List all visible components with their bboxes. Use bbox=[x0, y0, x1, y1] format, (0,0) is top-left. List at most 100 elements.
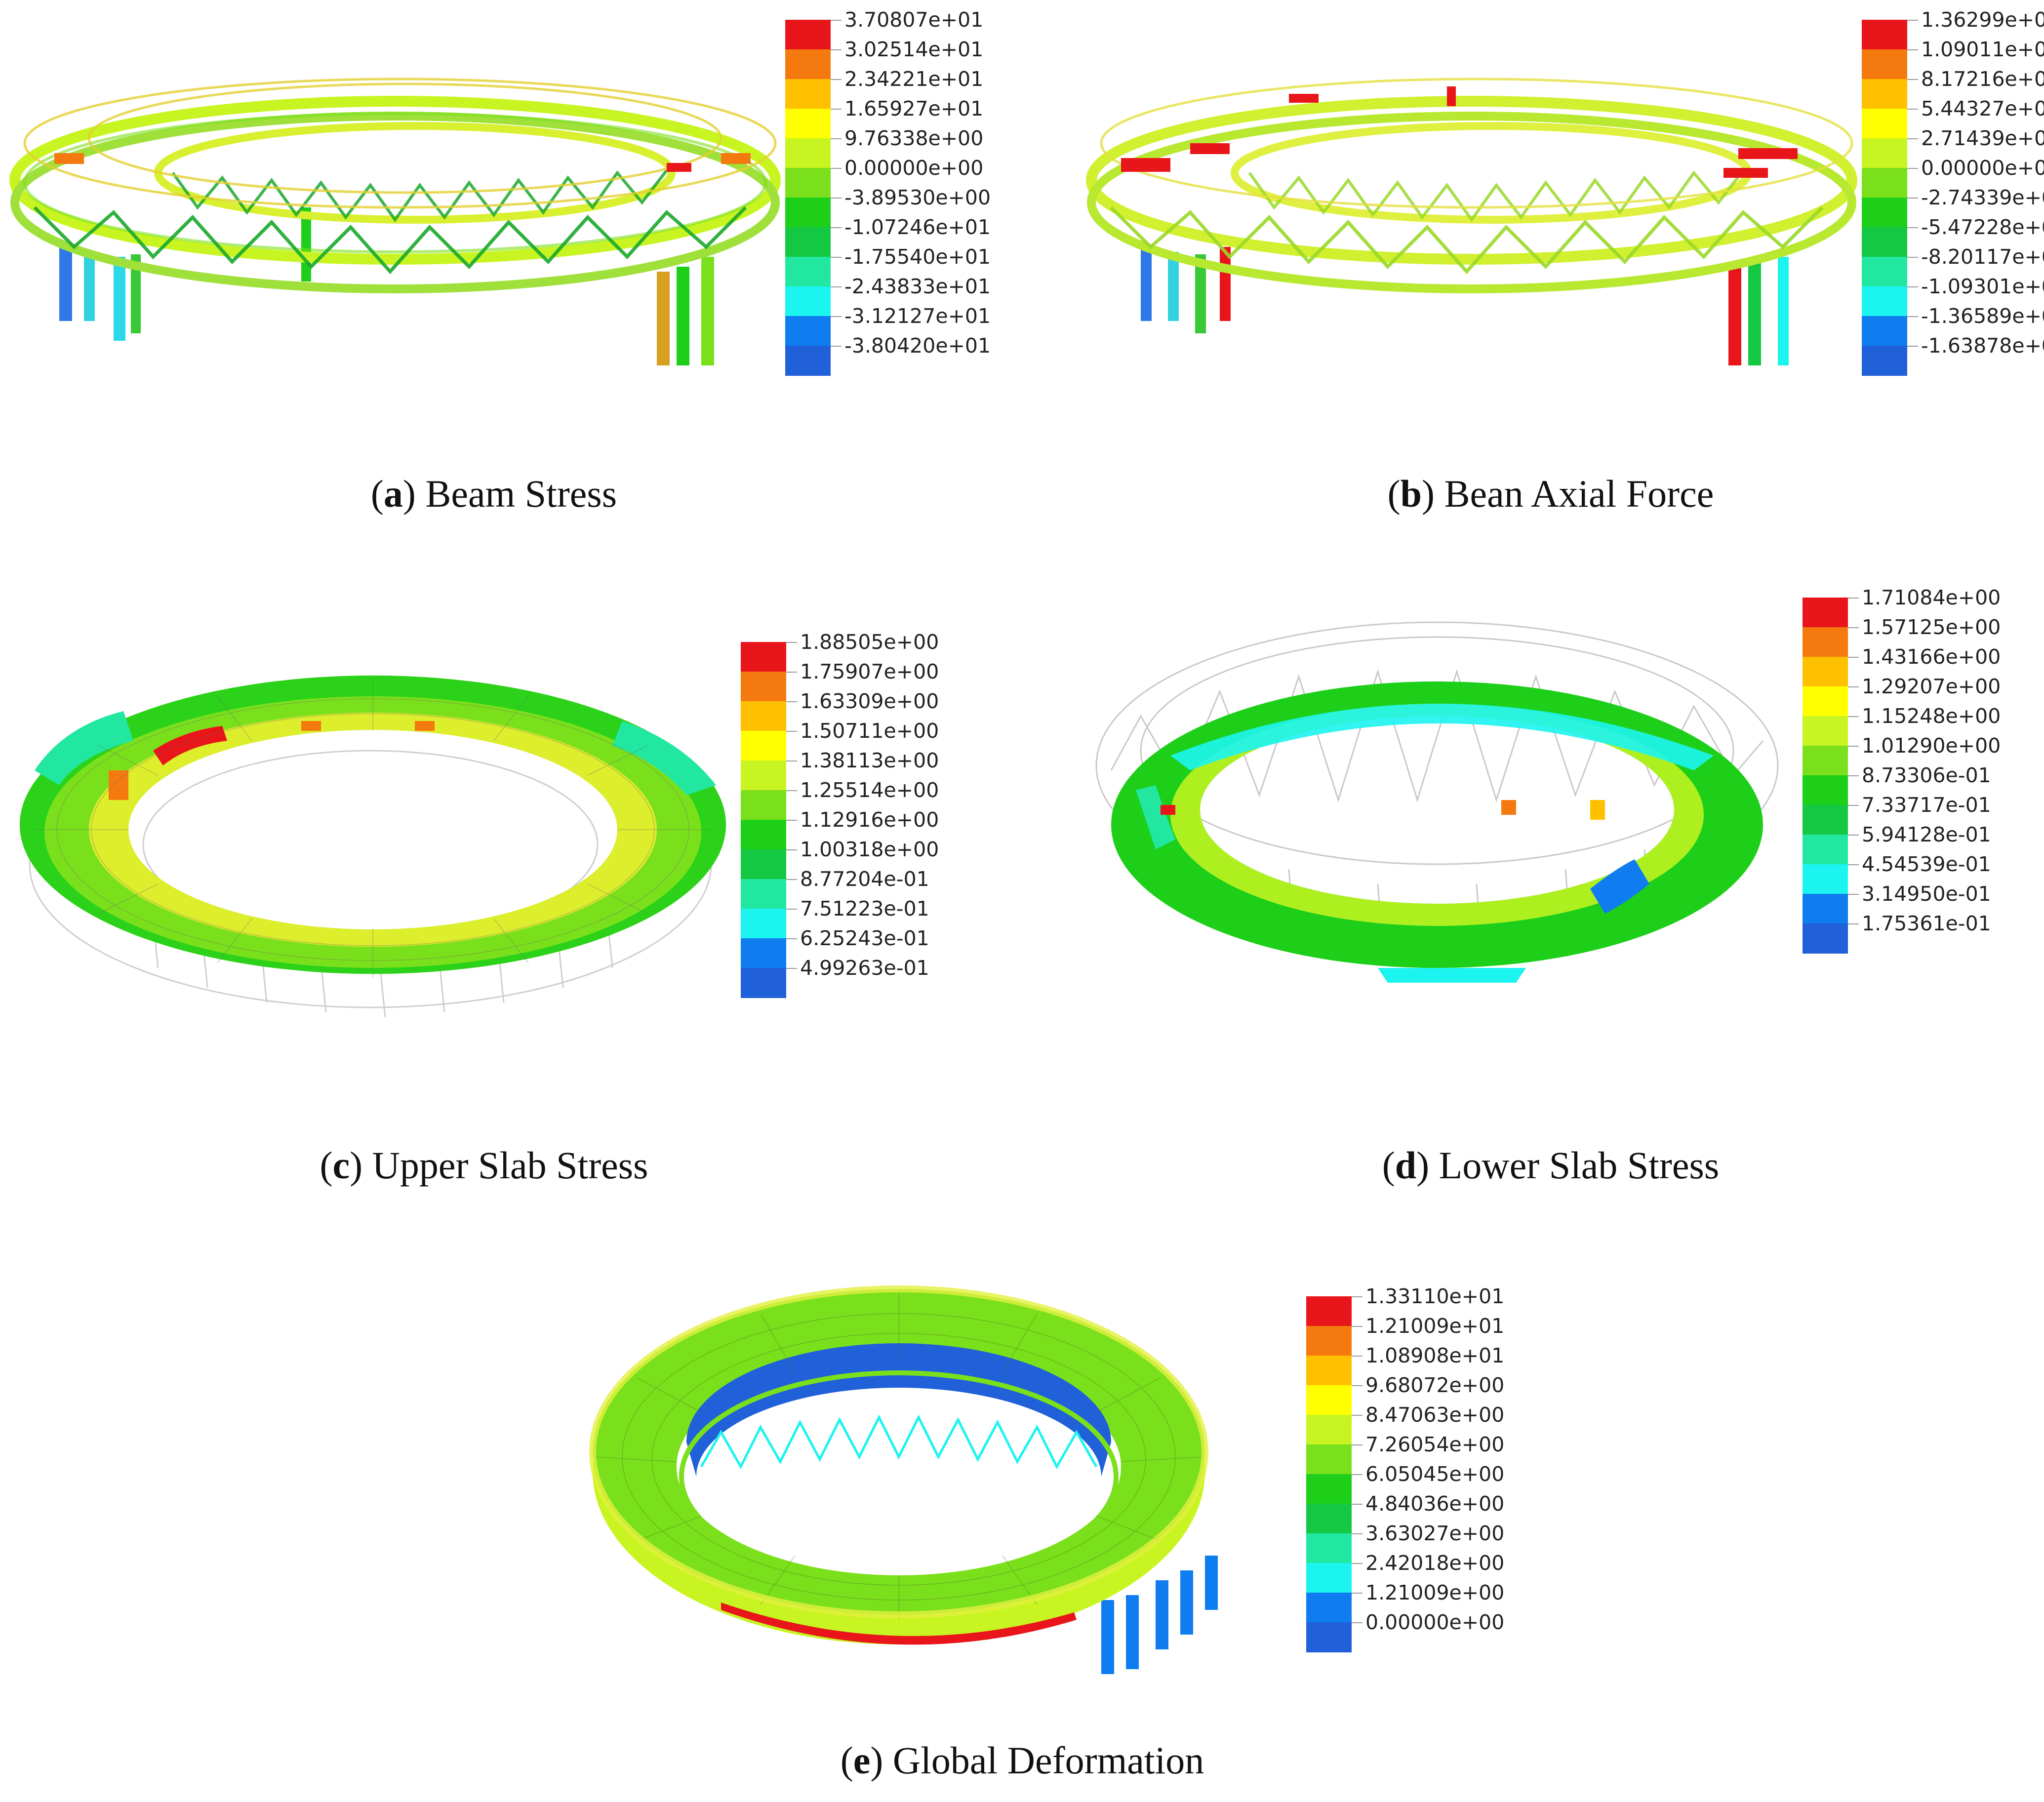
legend-b-swatch-6 bbox=[1862, 198, 1907, 228]
legend-e-tick-5 bbox=[1352, 1444, 1363, 1445]
legend-e-swatch-9 bbox=[1306, 1563, 1352, 1593]
legend-b-swatch-11 bbox=[1862, 346, 1907, 376]
legend-c-label-5: 1.25514e+00 bbox=[800, 778, 939, 802]
legend-d-tick-10 bbox=[1848, 894, 1859, 895]
legend-c-swatch-9 bbox=[741, 909, 786, 939]
legend-a-swatch-4 bbox=[785, 138, 831, 168]
legend-b-label-4: 2.71439e+05 bbox=[1921, 126, 2044, 150]
legend-a-label-11: -3.80420e+01 bbox=[844, 334, 991, 358]
legend-d-tick-2 bbox=[1848, 657, 1859, 658]
legend-c-label-9: 7.51223e-01 bbox=[800, 897, 929, 921]
caption-a-letter: a bbox=[383, 472, 403, 515]
legend-a-swatch-10 bbox=[785, 316, 831, 346]
legend-a-label-1: 3.02514e+01 bbox=[844, 38, 984, 61]
legend-c-label-0: 1.88505e+00 bbox=[800, 630, 939, 654]
legend-e-swatch-6 bbox=[1306, 1474, 1352, 1504]
legend-e-tick-2 bbox=[1352, 1356, 1363, 1357]
legend-b-label-11: -1.63878e+06 bbox=[1921, 334, 2044, 358]
legend-d-swatch-8 bbox=[1803, 835, 1848, 865]
legend-e-label-4: 8.47063e+00 bbox=[1365, 1403, 1505, 1427]
legend-d-tick-8 bbox=[1848, 835, 1859, 836]
legend-b-swatch-8 bbox=[1862, 257, 1907, 287]
legend-e-swatch-7 bbox=[1306, 1504, 1352, 1534]
legend-c-label-6: 1.12916e+00 bbox=[800, 808, 939, 832]
global-deformation-model bbox=[589, 1285, 1218, 1674]
caption-b: (b) Bean Axial Force bbox=[1387, 472, 1714, 515]
legend-e-label-8: 3.63027e+00 bbox=[1365, 1522, 1505, 1545]
legend-e-label-10: 1.21009e+00 bbox=[1365, 1581, 1505, 1604]
legend-d-swatch-2 bbox=[1803, 657, 1848, 687]
legend-a-tick-4 bbox=[831, 138, 842, 139]
legend-a-swatch-11 bbox=[785, 346, 831, 376]
caption-c-letter: c bbox=[332, 1144, 350, 1187]
legend-a-tick-2 bbox=[831, 79, 842, 80]
legend-d-label-1: 1.57125e+00 bbox=[1862, 615, 2001, 639]
legend-c: 1.88505e+00 1.75907e+00 1.63309e+00 1.50711… bbox=[741, 632, 1017, 1012]
legend-c-swatch-1 bbox=[741, 672, 786, 702]
legend-a-label-0: 3.70807e+01 bbox=[844, 8, 984, 32]
legend-c-tick-9 bbox=[786, 909, 797, 910]
legend-b-label-9: -1.09301e+06 bbox=[1921, 275, 2044, 298]
legend-c-label-11: 4.99263e-01 bbox=[800, 956, 929, 980]
legend-e-swatch-3 bbox=[1306, 1385, 1352, 1415]
legend-e-label-0: 1.33110e+01 bbox=[1365, 1284, 1505, 1308]
legend-d-label-11: 1.75361e-01 bbox=[1862, 912, 1991, 935]
legend-d-label-8: 5.94128e-01 bbox=[1862, 823, 1991, 846]
legend-e-tick-8 bbox=[1352, 1533, 1363, 1534]
legend-b-swatch-9 bbox=[1862, 286, 1907, 317]
legend-a-tick-7 bbox=[831, 227, 842, 228]
legend-e-tick-10 bbox=[1352, 1593, 1363, 1594]
legend-b-label-0: 1.36299e+06 bbox=[1921, 8, 2044, 32]
legend-d-label-0: 1.71084e+00 bbox=[1862, 586, 2001, 609]
legend-c-tick-1 bbox=[786, 672, 797, 673]
legend-b-swatch-2 bbox=[1862, 79, 1907, 109]
caption-e-title: Global Deformation bbox=[892, 1739, 1204, 1782]
legend-d-tick-0 bbox=[1848, 598, 1859, 599]
legend-b-label-2: 8.17216e+05 bbox=[1921, 67, 2044, 91]
legend-a-label-7: -1.07246e+01 bbox=[844, 215, 991, 239]
legend-e-tick-7 bbox=[1352, 1504, 1363, 1505]
legend-a-swatch-1 bbox=[785, 49, 831, 80]
caption-b-title: Bean Axial Force bbox=[1444, 472, 1714, 515]
legend-c-swatch-8 bbox=[741, 879, 786, 909]
legend-e-tick-4 bbox=[1352, 1415, 1363, 1416]
legend-b-tick-7 bbox=[1907, 227, 1918, 228]
caption-d-title: Lower Slab Stress bbox=[1439, 1144, 1720, 1187]
legend-c-tick-2 bbox=[786, 701, 797, 702]
legend-e-tick-9 bbox=[1352, 1563, 1363, 1564]
legend-a-swatch-8 bbox=[785, 257, 831, 287]
legend-d-swatch-3 bbox=[1803, 686, 1848, 717]
upper-slab-stress-model bbox=[20, 675, 726, 1018]
legend-e-label-3: 9.68072e+00 bbox=[1365, 1373, 1505, 1397]
legend-a-swatch-0 bbox=[785, 20, 831, 50]
caption-d: (d) Lower Slab Stress bbox=[1382, 1144, 1720, 1187]
legend-d: 1.71084e+00 1.57125e+00 1.43166e+00 1.29207… bbox=[1803, 588, 2044, 968]
legend-b-tick-8 bbox=[1907, 257, 1918, 258]
legend-b-swatch-1 bbox=[1862, 49, 1907, 80]
legend-b-tick-1 bbox=[1907, 49, 1918, 50]
legend-a-swatch-6 bbox=[785, 198, 831, 228]
legend-a-label-9: -2.43833e+01 bbox=[844, 275, 991, 298]
caption-d-letter: d bbox=[1395, 1144, 1417, 1187]
beam-axial-force-model bbox=[1086, 78, 1857, 365]
legend-c-label-2: 1.63309e+00 bbox=[800, 689, 939, 713]
support-columns bbox=[59, 207, 714, 365]
legend-b-swatch-10 bbox=[1862, 316, 1907, 346]
legend-d-label-9: 4.54539e-01 bbox=[1862, 852, 1991, 876]
inner-truss-web bbox=[171, 169, 668, 223]
legend-b-rows: 1.36299e+06 1.09011e+06 8.17216e+05 5.44327… bbox=[1862, 10, 2044, 390]
legend-c-label-10: 6.25243e-01 bbox=[800, 926, 929, 950]
legend-a-tick-9 bbox=[831, 286, 842, 287]
legend-a-label-2: 2.34221e+01 bbox=[844, 67, 984, 91]
legend-d-label-5: 1.01290e+00 bbox=[1862, 734, 2001, 758]
legend-b-label-10: -1.36589e+06 bbox=[1921, 304, 2044, 328]
legend-d-swatch-6 bbox=[1803, 775, 1848, 805]
legend-a-label-3: 1.65927e+01 bbox=[844, 97, 984, 120]
legend-e-swatch-2 bbox=[1306, 1356, 1352, 1386]
legend-a-tick-0 bbox=[831, 20, 842, 21]
caption-a-title: Beam Stress bbox=[425, 472, 617, 515]
caption-a: (a) Beam Stress bbox=[370, 472, 617, 515]
legend-a-swatch-5 bbox=[785, 168, 831, 198]
legend-c-swatch-2 bbox=[741, 701, 786, 731]
legend-c-label-8: 8.77204e-01 bbox=[800, 867, 929, 891]
